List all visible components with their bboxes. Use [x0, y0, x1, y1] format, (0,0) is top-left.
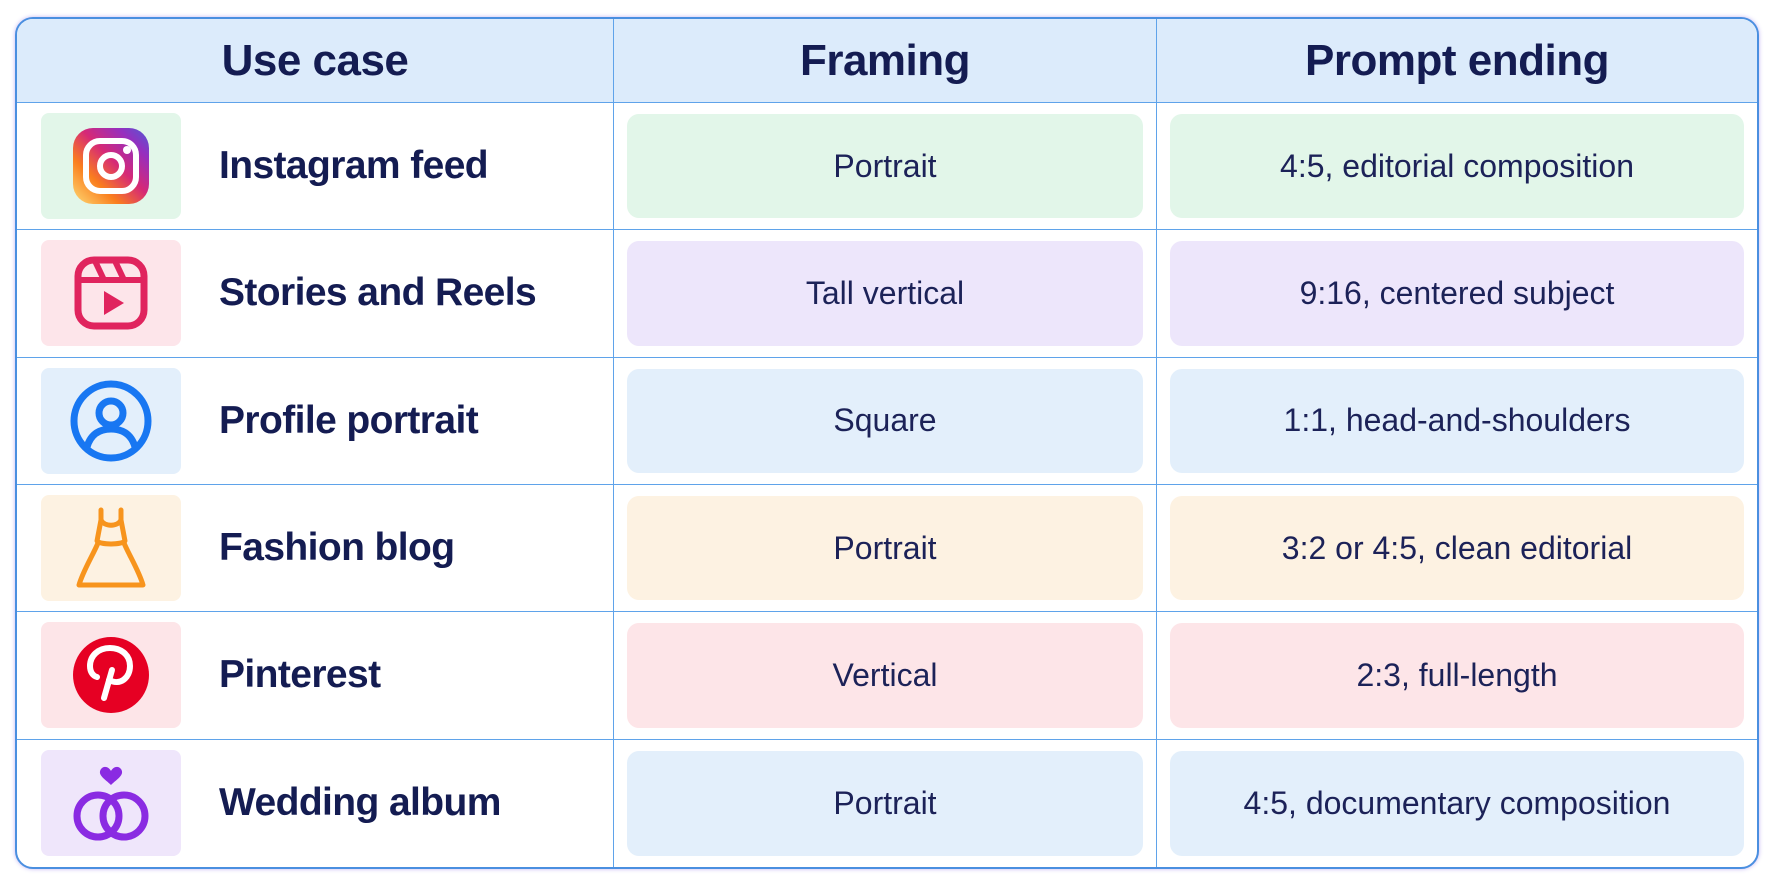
table-row-use-case: Instagram feed [17, 103, 614, 231]
use-case-label: Pinterest [219, 653, 381, 697]
prompt-ending-pill: 9:16, centered subject [1170, 241, 1744, 346]
table-row-use-case: Profile portrait [17, 357, 614, 485]
table-row-use-case: Stories and Reels [17, 230, 614, 358]
table-row-use-case: Wedding album [17, 739, 614, 867]
table-row-use-case: Fashion blog [17, 485, 614, 613]
prompt-ending-cell: 9:16, centered subject [1157, 230, 1757, 358]
reels-icon [74, 256, 148, 330]
icon-box [41, 240, 181, 347]
table-grid: Use case Framing Prompt ending [17, 19, 1757, 867]
framing-cell: Tall vertical [614, 230, 1157, 358]
prompt-ending-pill: 2:3, full-length [1170, 623, 1744, 728]
prompt-ending-pill: 4:5, editorial composition [1170, 114, 1744, 219]
framing-cell: Portrait [614, 485, 1157, 613]
header-prompt-ending: Prompt ending [1157, 19, 1757, 103]
prompt-ending-cell: 4:5, editorial composition [1157, 103, 1757, 231]
table-row-use-case: Pinterest [17, 612, 614, 740]
framing-pill: Portrait [627, 750, 1143, 856]
icon-box [41, 495, 181, 602]
use-case-label: Stories and Reels [219, 271, 537, 315]
icon-box [41, 113, 181, 220]
framing-pill: Vertical [627, 623, 1143, 728]
prompt-ending-cell: 3:2 or 4:5, clean editorial [1157, 485, 1757, 613]
use-case-table: Use case Framing Prompt ending [15, 17, 1759, 869]
icon-box [41, 367, 181, 474]
instagram-icon [73, 128, 149, 205]
icon-box [41, 750, 181, 857]
prompt-ending-cell: 4:5, documentary composition [1157, 740, 1757, 867]
rings-icon [73, 767, 149, 841]
framing-cell: Portrait [614, 739, 1157, 867]
framing-cell: Vertical [614, 612, 1157, 740]
prompt-ending-pill: 4:5, documentary composition [1170, 750, 1744, 856]
framing-pill: Portrait [627, 496, 1143, 601]
profile-icon [70, 380, 152, 462]
dress-icon [76, 507, 146, 588]
framing-cell: Square [614, 357, 1157, 485]
prompt-ending-pill: 3:2 or 4:5, clean editorial [1170, 496, 1744, 601]
pinterest-icon [73, 637, 149, 714]
prompt-ending-cell: 2:3, full-length [1157, 612, 1757, 740]
use-case-label: Profile portrait [219, 398, 479, 442]
prompt-ending-pill: 1:1, head-and-shoulders [1170, 368, 1744, 473]
framing-cell: Portrait [614, 103, 1157, 231]
use-case-label: Fashion blog [219, 526, 455, 570]
header-use-case: Use case [17, 19, 614, 103]
prompt-ending-cell: 1:1, head-and-shoulders [1157, 358, 1757, 485]
use-case-label: Wedding album [219, 781, 501, 825]
use-case-label: Instagram feed [219, 144, 489, 188]
framing-pill: Tall vertical [627, 241, 1143, 346]
icon-box [41, 622, 181, 729]
framing-pill: Portrait [627, 114, 1143, 219]
framing-pill: Square [627, 368, 1143, 473]
header-framing: Framing [614, 19, 1157, 103]
